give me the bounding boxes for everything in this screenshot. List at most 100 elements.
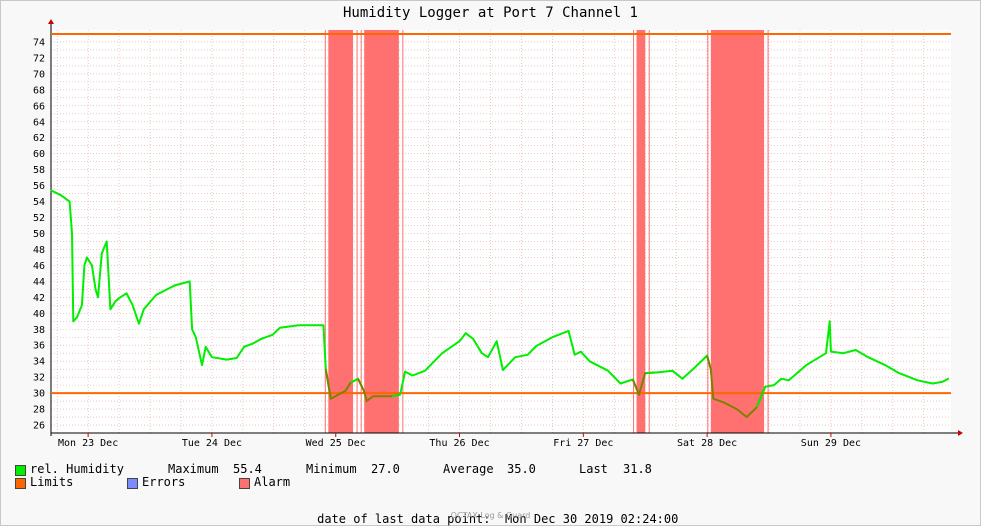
humidity-data-point <box>535 345 537 347</box>
x-tick-label: Sun 29 Dec <box>801 438 861 449</box>
humidity-data-point <box>399 394 401 396</box>
humidity-data-point <box>671 370 674 372</box>
humidity-data-point <box>551 336 553 338</box>
humidity-data-point <box>706 354 708 357</box>
y-tick-label: 58 <box>33 165 45 176</box>
humidity-data-point <box>109 308 112 310</box>
humidity-data-point <box>607 370 609 372</box>
humidity-data-point <box>86 256 88 259</box>
x-tick-label: Fri 27 Dec <box>553 438 613 449</box>
humidity-data-point <box>710 368 712 370</box>
humidity-legend-swatch <box>15 465 26 476</box>
humidity-alarm-segment <box>706 355 767 418</box>
humidity-data-point <box>855 349 857 351</box>
average-value: 35.0 <box>507 462 536 476</box>
errors-legend-label: Errors <box>142 475 186 489</box>
x-tick-label: Mon 23 Dec <box>58 438 118 449</box>
y-tick-label: 40 <box>33 309 45 320</box>
humidity-data-point <box>947 378 950 380</box>
humidity-series-line <box>50 189 332 399</box>
humidity-data-point <box>638 394 640 396</box>
humidity-legend-label: rel. Humidity <box>30 462 124 476</box>
y-tick-label: 54 <box>33 197 45 208</box>
humidity-data-point <box>94 288 97 290</box>
humidity-data-point <box>297 324 300 326</box>
humidity-data-point <box>201 364 203 366</box>
humidity-data-point <box>101 252 103 255</box>
humidity-data-point <box>657 371 659 373</box>
y-tick-label: 38 <box>33 325 45 336</box>
humidity-data-point <box>366 400 368 402</box>
alarm-band <box>636 30 646 433</box>
y-tick-label: 30 <box>33 389 45 400</box>
humidity-data-point <box>842 352 844 354</box>
humidity-data-point <box>458 340 461 342</box>
alarm-legend-swatch <box>239 478 250 489</box>
humidity-data-point <box>788 379 790 381</box>
humidity-data-point <box>379 395 381 397</box>
x-axis-arrow <box>958 430 963 436</box>
average-label: Average <box>443 462 494 476</box>
humidity-data-point <box>931 382 934 385</box>
y-tick-label: 46 <box>33 261 45 272</box>
alarm-band <box>328 30 354 433</box>
y-tick-label: 70 <box>33 69 45 80</box>
humidity-data-point <box>68 200 71 203</box>
maximum-label: Maximum <box>168 462 219 476</box>
humidity-data-point <box>189 280 191 282</box>
humidity-data-point <box>330 398 332 400</box>
humidity-data-point <box>81 304 83 306</box>
humidity-data-point <box>527 354 529 356</box>
humidity-data-point <box>496 340 498 342</box>
humidity-data-point <box>580 351 582 353</box>
humidity-data-point <box>125 292 128 294</box>
humidity-data-point <box>279 327 281 329</box>
plot-area <box>51 30 951 433</box>
humidity-data-point <box>574 354 576 356</box>
humidity-data-point <box>941 381 943 383</box>
y-tick-label: 42 <box>33 293 45 304</box>
humidity-data-point <box>441 352 443 354</box>
y-tick-label: 50 <box>33 229 45 240</box>
humidity-data-point <box>632 378 634 381</box>
y-tick-label: 32 <box>33 373 45 384</box>
humidity-data-point <box>465 332 467 334</box>
humidity-data-point <box>487 356 489 358</box>
humidity-data-point <box>916 379 919 381</box>
humidity-data-point <box>97 296 99 298</box>
humidity-data-point <box>780 378 782 380</box>
humidity-data-point <box>404 370 406 373</box>
humidity-data-point <box>746 416 748 418</box>
y-tick-label: 56 <box>33 181 45 192</box>
humidity-data-point <box>481 352 483 354</box>
alarm-band <box>710 30 765 433</box>
humidity-data-point <box>349 382 352 384</box>
humidity-data-point <box>83 264 86 267</box>
humidity-data-point <box>357 378 359 380</box>
last-data-point-value: Mon Dec 30 2019 02:24:00 <box>504 512 679 526</box>
minimum-label: Minimum <box>306 462 357 476</box>
y-tick-label: 64 <box>33 117 45 128</box>
humidity-data-point <box>472 338 474 340</box>
humidity-data-point <box>736 408 738 410</box>
maximum-value: 55.4 <box>233 462 262 476</box>
y-tick-label: 72 <box>33 53 45 64</box>
last-data-point-label: date of last data point: <box>317 512 491 526</box>
minimum-value: 27.0 <box>371 462 400 476</box>
x-tick-label: Thu 26 Dec <box>429 438 489 449</box>
humidity-data-point <box>502 369 504 371</box>
humidity-data-point <box>138 323 140 325</box>
humidity-data-point <box>252 343 254 345</box>
humidity-data-point <box>60 194 62 196</box>
humidity-data-point <box>694 366 696 369</box>
last-label: Last <box>579 462 608 476</box>
limits-legend-label: Limits <box>30 475 74 489</box>
humidity-data-point <box>236 357 238 359</box>
y-tick-label: 34 <box>33 357 45 368</box>
humidity-data-point <box>325 368 327 370</box>
y-axis-arrow <box>48 19 54 24</box>
humidity-data-point <box>898 372 900 374</box>
humidity-data-point <box>211 356 213 358</box>
humidity-data-point <box>226 358 228 361</box>
